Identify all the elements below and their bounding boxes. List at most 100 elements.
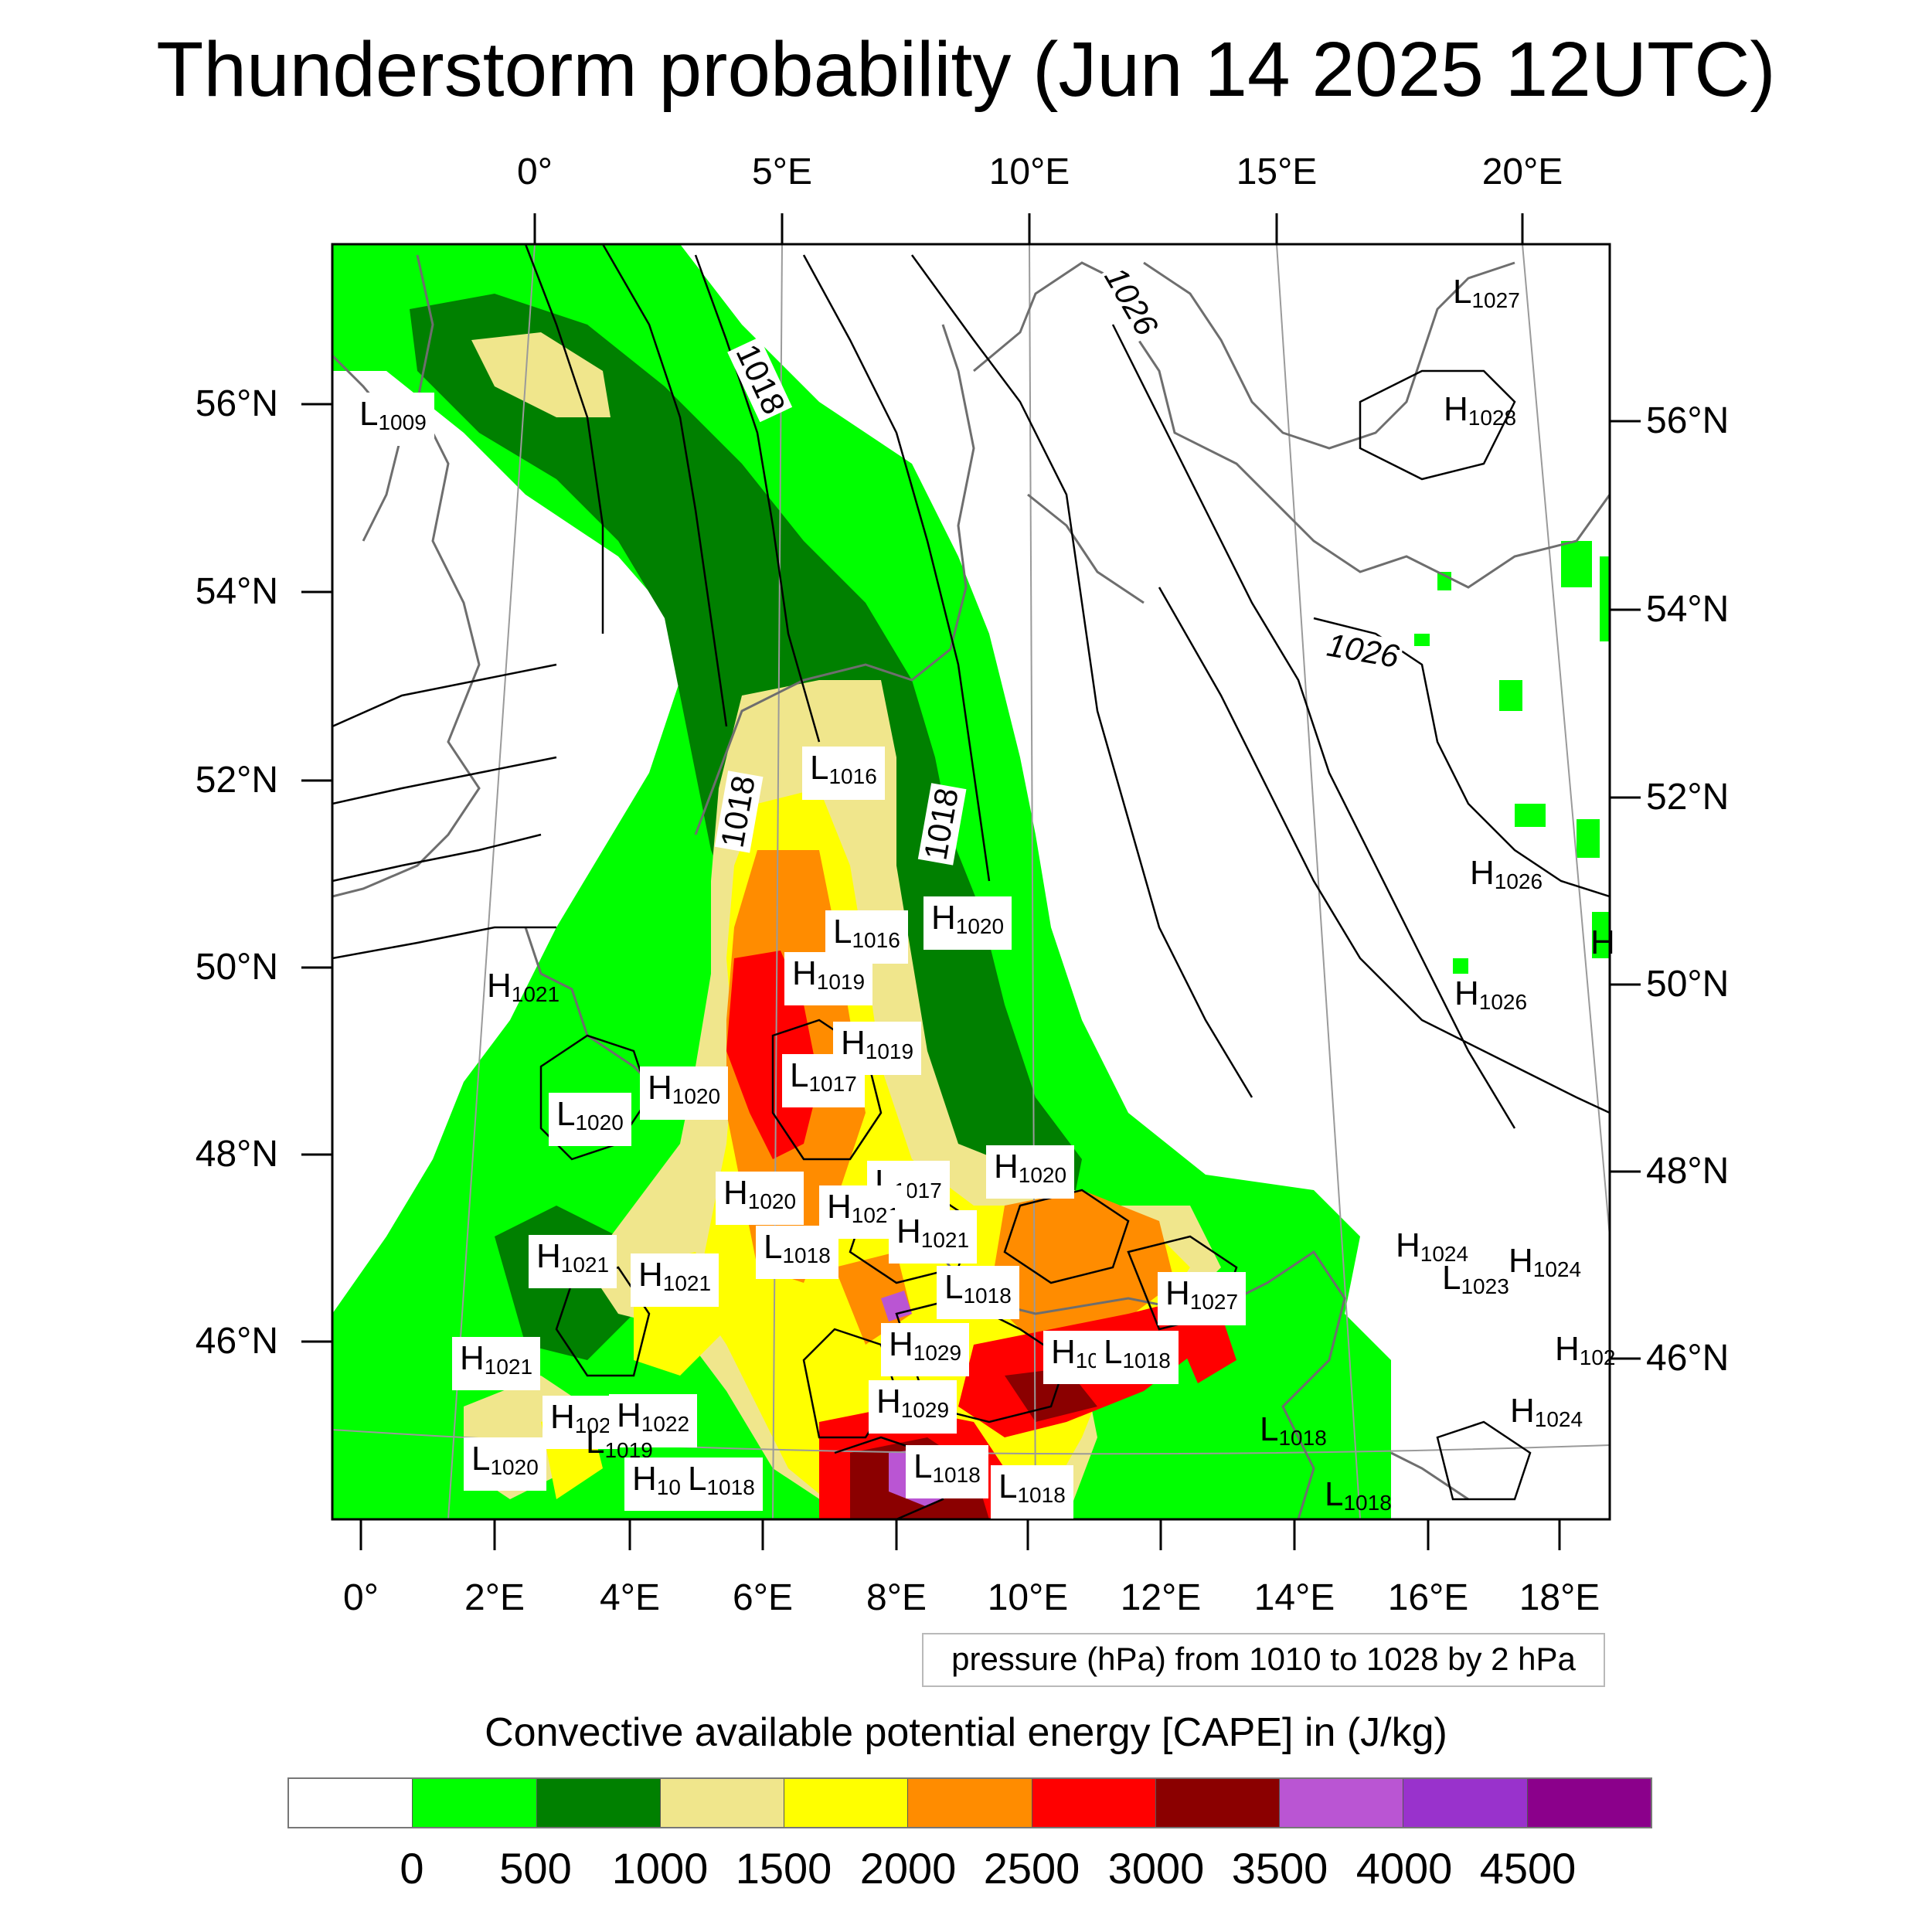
colorbar-swatch (1155, 1779, 1281, 1827)
colorbar-swatch (1403, 1779, 1528, 1827)
colorbar-label: 3500 (1231, 1844, 1328, 1893)
colorbar-label: 4500 (1479, 1844, 1577, 1893)
top-tick-label: 5°E (752, 151, 812, 192)
cape-region-1500 (471, 332, 611, 417)
cape-cell (1515, 804, 1546, 827)
bottom-tick-label: 8°E (866, 1577, 927, 1618)
page-title: Thunderstorm probability (Jun 14 2025 12… (156, 26, 1776, 113)
right-tick-label: 56°N (1646, 400, 1730, 441)
pressure-center-label: H (1590, 923, 1615, 961)
colorbar-swatch (660, 1779, 785, 1827)
pressure-center-label: L1027 (1453, 273, 1520, 312)
pressure-center-label: L1023 (1442, 1259, 1509, 1298)
pressure-center-label: L1018 (991, 1465, 1073, 1519)
left-tick-label: 50°N (195, 947, 278, 988)
colorbar-label: 4000 (1355, 1844, 1453, 1893)
pressure-center-label: H1021 (452, 1337, 541, 1390)
left-tick-label: 54°N (195, 571, 278, 612)
pressure-center-label: H1021 (529, 1235, 617, 1288)
colorbar-label: 500 (499, 1844, 572, 1893)
colorbar-label: 2500 (983, 1844, 1080, 1893)
right-tick-label: 46°N (1646, 1338, 1730, 1379)
colorbar-title: Convective available potential energy [C… (485, 1710, 1447, 1755)
colorbar-swatch (289, 1779, 413, 1827)
cape-cell (1499, 680, 1522, 711)
map-frame (331, 243, 1611, 1521)
cape-cell (1561, 541, 1592, 587)
pressure-center-label: L1018 (1260, 1410, 1327, 1450)
bottom-tick-label: 2°E (464, 1577, 525, 1618)
colorbar-label: 0 (400, 1844, 424, 1893)
pressure-center-label: H102 (543, 1396, 619, 1449)
top-tick-label: 15°E (1236, 151, 1318, 192)
bottom-tick-label: 14°E (1253, 1577, 1335, 1618)
cape-clear-region (332, 541, 672, 1005)
pressure-center-label: H1021 (631, 1253, 719, 1307)
colorbar-label: 1500 (735, 1844, 832, 1893)
cape-region-4000 (881, 1291, 912, 1321)
pressure-center-label: H1024 (1509, 1242, 1582, 1281)
cape-region-2500 (835, 1252, 912, 1345)
pressure-center-label: L1018 (1096, 1331, 1179, 1384)
pressure-center-label: L1018 (1325, 1475, 1392, 1515)
colorbar-swatch (413, 1779, 537, 1827)
colorbar-swatch (908, 1779, 1032, 1827)
pressure-center-label: H1024 (1396, 1226, 1469, 1266)
pressure-center-label: H1022 (609, 1394, 698, 1447)
bottom-tick-label: 12°E (1120, 1577, 1202, 1618)
pressure-center-label: L1018 (937, 1266, 1019, 1319)
bottom-tick-label: 6°E (733, 1577, 793, 1618)
cape-region-3000 (1175, 1314, 1236, 1383)
colorbar (287, 1777, 1652, 1828)
colorbar-label: 1000 (611, 1844, 709, 1893)
pressure-center-label: H1020 (986, 1145, 1075, 1199)
top-tick-label: 20°E (1481, 151, 1563, 192)
pressure-contour-note: pressure (hPa) from 1010 to 1028 by 2 hP… (922, 1633, 1605, 1687)
pressure-center-label: H1020 (923, 896, 1012, 950)
pressure-center-label: L1018 (906, 1445, 988, 1498)
top-tick-label: 10°E (988, 151, 1070, 192)
left-tick-label: 48°N (195, 1134, 278, 1175)
axis-ticks (301, 213, 1641, 1550)
right-tick-label: 52°N (1646, 777, 1730, 818)
right-tick-label: 54°N (1646, 589, 1730, 630)
cape-clear-region (332, 958, 541, 1267)
cape-cell (1414, 634, 1430, 646)
pressure-center-label: L1009 (352, 393, 434, 446)
colorbar-swatch (1527, 1779, 1651, 1827)
pressure-center-label: H10 (624, 1458, 689, 1511)
cape-cell (1592, 912, 1610, 958)
bottom-tick-label: 4°E (600, 1577, 660, 1618)
pressure-center-label: H1029 (881, 1323, 970, 1376)
colorbar-label: 2000 (859, 1844, 957, 1893)
colorbar-swatch (536, 1779, 661, 1827)
right-tick-label: 48°N (1646, 1151, 1730, 1192)
cape-cell (1600, 556, 1610, 641)
pressure-center-label: L1016 (802, 747, 885, 800)
pressure-center-label: H1020 (716, 1172, 804, 1225)
pressure-center-label: H1021 (889, 1210, 978, 1264)
pressure-center-label: H1026 (1454, 975, 1528, 1014)
pressure-center-label: H1020 (640, 1066, 729, 1120)
pressure-center-label: L1018 (680, 1458, 763, 1511)
cape-cell (1453, 958, 1468, 974)
colorbar-label: 3000 (1107, 1844, 1205, 1893)
bottom-tick-label: 16°E (1387, 1577, 1469, 1618)
top-tick-label: 0° (517, 151, 553, 192)
pressure-center-label: L1017 (782, 1054, 865, 1107)
pressure-center-label: H1029 (869, 1380, 957, 1434)
pressure-center-label: H1027 (1158, 1272, 1247, 1325)
pressure-center-label: H102 (1555, 1330, 1616, 1369)
left-tick-label: 56°N (195, 383, 278, 424)
cape-region-2500 (989, 1190, 1175, 1345)
colorbar-swatch (1280, 1779, 1404, 1827)
pressure-center-label: L1020 (464, 1437, 546, 1491)
pressure-center-label: H1026 (1470, 854, 1543, 893)
left-tick-label: 52°N (195, 760, 278, 801)
pressure-center-label: H1024 (1510, 1392, 1583, 1431)
bottom-tick-label: 18°E (1519, 1577, 1600, 1618)
pressure-center-label: L1020 (549, 1093, 631, 1146)
bottom-tick-label: 0° (343, 1577, 379, 1618)
pressure-center-label: L1018 (756, 1226, 838, 1279)
colorbar-swatch (784, 1779, 909, 1827)
